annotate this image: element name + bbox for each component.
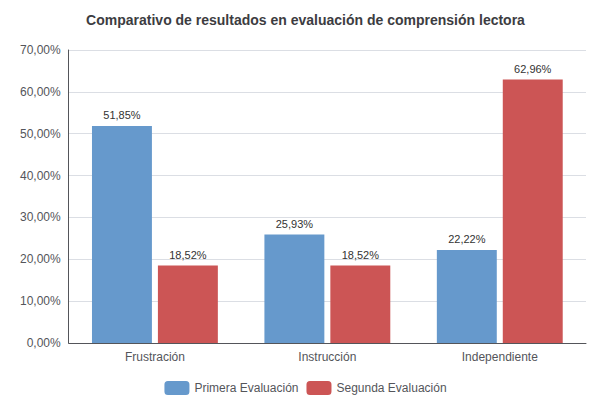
svg-text:62,96%: 62,96% — [514, 63, 552, 75]
svg-text:Instrucción: Instrucción — [298, 350, 356, 364]
svg-text:50,00%: 50,00% — [20, 127, 61, 141]
svg-text:20,00%: 20,00% — [20, 252, 61, 266]
svg-text:60,00%: 60,00% — [20, 85, 61, 99]
svg-text:22,22%: 22,22% — [448, 233, 486, 245]
svg-text:Primera Evaluación: Primera Evaluación — [194, 381, 298, 395]
svg-text:40,00%: 40,00% — [20, 169, 61, 183]
svg-text:70,00%: 70,00% — [20, 43, 61, 57]
svg-text:Frustración: Frustración — [125, 350, 185, 364]
svg-text:25,93%: 25,93% — [276, 218, 314, 230]
svg-text:51,85%: 51,85% — [103, 109, 141, 121]
svg-text:Independiente: Independiente — [462, 350, 538, 364]
svg-text:Comparativo de resultados en e: Comparativo de resultados en evaluación … — [86, 12, 525, 28]
svg-text:0,00%: 0,00% — [27, 336, 61, 350]
svg-text:10,00%: 10,00% — [20, 294, 61, 308]
svg-text:18,52%: 18,52% — [169, 249, 207, 261]
svg-text:18,52%: 18,52% — [342, 249, 380, 261]
svg-text:30,00%: 30,00% — [20, 210, 61, 224]
svg-text:Segunda Evaluación: Segunda Evaluación — [336, 381, 446, 395]
